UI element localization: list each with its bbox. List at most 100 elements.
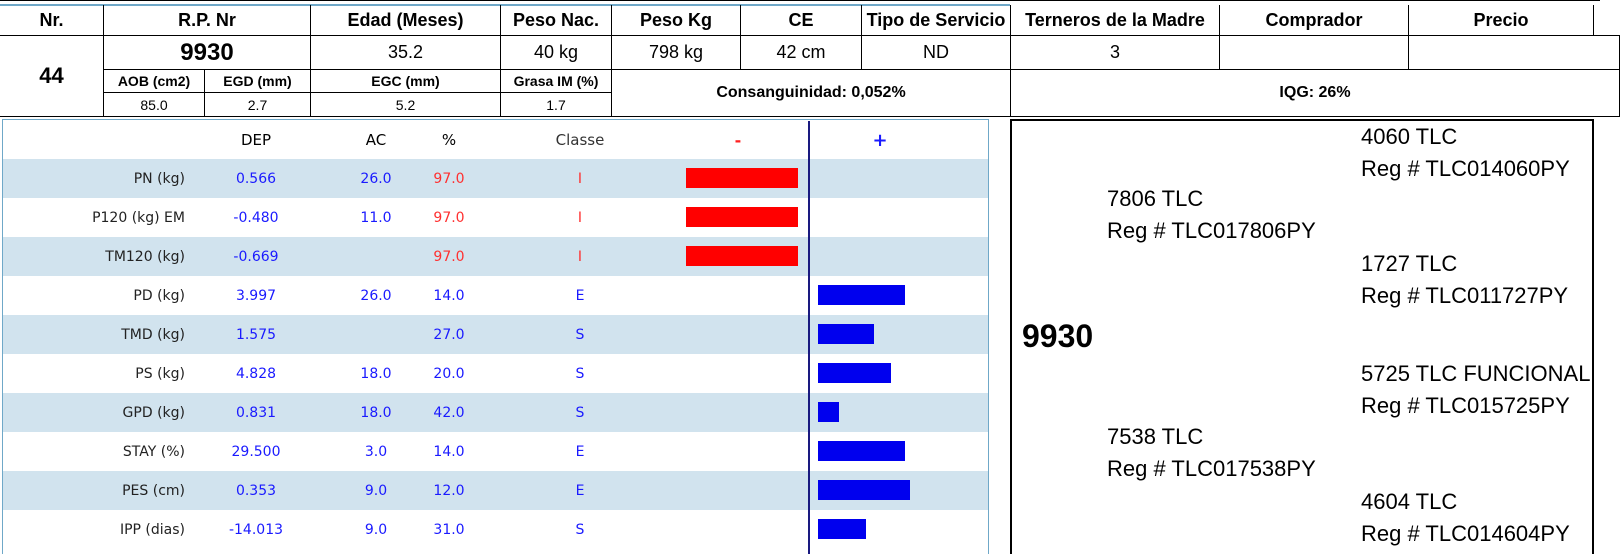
dam-sire-name: 5725 TLC FUNCIONAL bbox=[1361, 361, 1591, 386]
classe-value: E bbox=[575, 482, 585, 499]
positive-bar bbox=[818, 324, 874, 344]
col-ce-label: CE bbox=[740, 5, 862, 36]
nr-value: 44 bbox=[0, 35, 104, 117]
egc-label: EGC (mm) bbox=[310, 69, 501, 93]
pct-value: 14.0 bbox=[433, 443, 465, 460]
positive-bar bbox=[818, 480, 910, 500]
dep-row bbox=[3, 237, 988, 276]
trait-label: P120 (kg) EM bbox=[92, 209, 185, 226]
dep-value: -0.669 bbox=[233, 248, 279, 265]
dep-row bbox=[3, 198, 988, 237]
col-precio-label: Precio bbox=[1408, 5, 1594, 36]
col-dep-header: DEP bbox=[240, 131, 272, 149]
classe-value: S bbox=[575, 365, 585, 382]
sire-dam-name: 1727 TLC bbox=[1361, 251, 1458, 276]
aob-value: 85.0 bbox=[103, 92, 205, 117]
sire-name: 7806 TLC bbox=[1107, 186, 1204, 211]
egc-value: 5.2 bbox=[310, 92, 501, 117]
trait-label: PN (kg) bbox=[133, 170, 185, 187]
trait-label: GPD (kg) bbox=[122, 404, 185, 421]
classe-value: S bbox=[575, 326, 585, 343]
edad-value: 35.2 bbox=[310, 35, 501, 70]
col-ac-header: AC bbox=[365, 131, 387, 149]
dam-sire-reg: Reg # TLC015725PY bbox=[1361, 393, 1570, 418]
rp-value: 9930 bbox=[103, 35, 311, 70]
aob-label: AOB (cm2) bbox=[103, 69, 205, 93]
pct-value: 12.0 bbox=[433, 482, 465, 499]
positive-bar bbox=[818, 402, 839, 422]
dep-value: 29.500 bbox=[231, 443, 281, 460]
pct-value: 27.0 bbox=[433, 326, 465, 343]
sire-sire-reg: Reg # TLC014060PY bbox=[1361, 156, 1570, 181]
negative-bar bbox=[686, 207, 798, 227]
classe-value: I bbox=[577, 170, 583, 187]
tipo-value: ND bbox=[861, 35, 1011, 70]
sire-dam-reg: Reg # TLC011727PY bbox=[1361, 283, 1569, 308]
trait-label: TM120 (kg) bbox=[105, 248, 185, 265]
pct-value: 31.0 bbox=[433, 521, 465, 538]
sire-sire-name: 4060 TLC bbox=[1361, 124, 1458, 149]
dep-value: 3.997 bbox=[235, 287, 277, 304]
pct-value: 14.0 bbox=[433, 287, 465, 304]
pedigree-animal: 9930 bbox=[1022, 318, 1094, 354]
col-tipo-label: Tipo de Servicio bbox=[861, 5, 1011, 36]
positive-bar bbox=[818, 519, 866, 539]
egd-label: EGD (mm) bbox=[204, 69, 311, 93]
header-accent-line bbox=[0, 4, 1010, 6]
trait-label: PS (kg) bbox=[135, 365, 185, 382]
comprador-value bbox=[1219, 35, 1409, 70]
ac-value: 11.0 bbox=[360, 209, 392, 226]
iqg-value: IQG: 26% bbox=[1010, 69, 1620, 117]
dep-value: 1.575 bbox=[235, 326, 277, 343]
dam-name: 7538 TLC bbox=[1107, 424, 1204, 449]
ac-value: 3.0 bbox=[364, 443, 388, 460]
classe-value: E bbox=[575, 443, 585, 460]
trait-label: STAY (%) bbox=[122, 443, 185, 460]
dep-row bbox=[3, 159, 988, 198]
positive-bar bbox=[818, 441, 905, 461]
header-top-line-right bbox=[1010, 0, 1600, 1]
classe-value: I bbox=[577, 248, 583, 265]
pct-value: 97.0 bbox=[433, 209, 465, 226]
ac-value bbox=[336, 315, 416, 354]
ac-value: 9.0 bbox=[364, 521, 388, 538]
header-top-line bbox=[0, 0, 1010, 1]
peso-nac-value: 40 kg bbox=[500, 35, 612, 70]
col-minus-header: - bbox=[734, 130, 742, 150]
ac-value: 18.0 bbox=[360, 365, 392, 382]
grasa-value: 1.7 bbox=[500, 92, 612, 117]
dam-reg: Reg # TLC017538PY bbox=[1107, 456, 1316, 481]
trait-label: PD (kg) bbox=[133, 287, 185, 304]
ac-value bbox=[336, 237, 416, 276]
dep-value: 0.831 bbox=[235, 404, 277, 421]
dep-value: 0.353 bbox=[235, 482, 277, 499]
dep-value: -0.480 bbox=[233, 209, 279, 226]
col-comprador-label: Comprador bbox=[1219, 5, 1409, 36]
classe-value: S bbox=[575, 521, 585, 538]
sire-reg: Reg # TLC017806PY bbox=[1107, 218, 1316, 243]
dam-dam-name: 4604 TLC bbox=[1361, 489, 1458, 514]
ac-value: 18.0 bbox=[360, 404, 392, 421]
dep-value: 0.566 bbox=[235, 170, 277, 187]
col-peso-kg-label: Peso Kg bbox=[611, 5, 741, 36]
pct-value: 97.0 bbox=[433, 170, 465, 187]
classe-value: E bbox=[575, 287, 585, 304]
dep-value: 4.828 bbox=[235, 365, 277, 382]
positive-bar bbox=[818, 285, 905, 305]
col-classe-header: Classe bbox=[555, 131, 605, 149]
negative-bar bbox=[686, 168, 798, 188]
col-edad-label: Edad (Meses) bbox=[310, 5, 501, 36]
col-rp-label: R.P. Nr bbox=[103, 5, 311, 36]
trait-label: PES (cm) bbox=[122, 482, 185, 499]
classe-value: I bbox=[577, 209, 583, 226]
trait-label: IPP (dias) bbox=[119, 521, 185, 538]
ac-value: 26.0 bbox=[360, 170, 392, 187]
col-plus-header: + bbox=[872, 129, 888, 151]
col-peso-nac-label: Peso Nac. bbox=[500, 5, 612, 36]
zero-axis-line bbox=[808, 121, 810, 554]
dep-value: -14.013 bbox=[228, 521, 284, 538]
pedigree-frame bbox=[1010, 119, 1594, 554]
grasa-label: Grasa IM (%) bbox=[500, 69, 612, 93]
precio-value bbox=[1408, 35, 1620, 70]
terneros-value: 3 bbox=[1010, 35, 1220, 70]
